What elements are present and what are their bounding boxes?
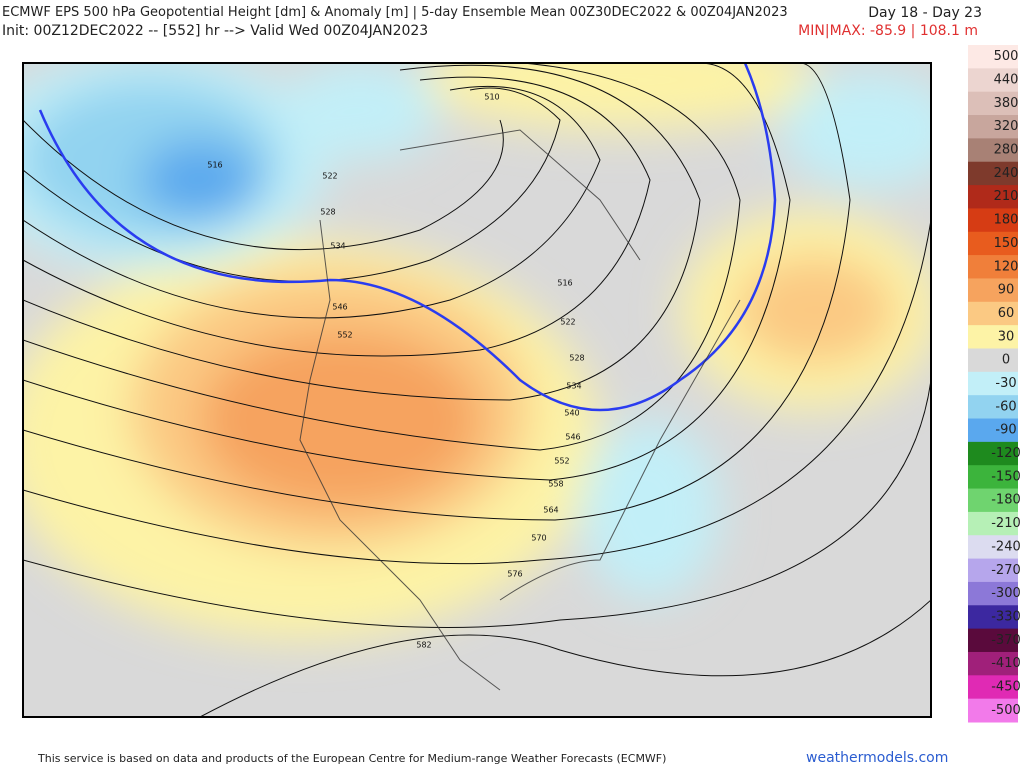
contour-label: 510 [484, 93, 499, 102]
colorbar-swatch [968, 208, 1018, 233]
colorbar-label: -330 [991, 609, 1021, 624]
colorbar-label: 180 [994, 213, 1019, 228]
data-notice: This service is based on data and produc… [38, 752, 667, 765]
colorbar-label: -410 [991, 656, 1021, 671]
colorbar-label: 500 [994, 49, 1019, 64]
colorbar-label: -210 [991, 516, 1021, 531]
contour-label: 528 [569, 354, 584, 363]
contour-label: 582 [416, 641, 431, 650]
contour-label: 534 [566, 382, 581, 391]
colorbar-swatch [968, 651, 1018, 676]
contour-label: 540 [564, 409, 579, 418]
colorbar-label: -500 [991, 703, 1021, 718]
colorbar-label: 0 [1002, 353, 1010, 368]
colorbar-swatch [968, 231, 1018, 256]
colorbar-swatch [968, 675, 1018, 700]
colorbar-label: -120 [991, 446, 1021, 461]
colorbar-label: -370 [991, 633, 1021, 648]
contour-label: 576 [507, 570, 522, 579]
colorbar-label: -90 [995, 423, 1016, 438]
contour-label: 528 [320, 208, 335, 217]
colorbar-label: -450 [991, 679, 1021, 694]
colorbar-swatch [968, 91, 1018, 116]
contour-label: 552 [554, 457, 569, 466]
colorbar-swatch [968, 698, 1018, 723]
colorbar-label: 380 [994, 96, 1019, 111]
contour-label: 516 [557, 279, 572, 288]
colorbar-swatch [968, 395, 1018, 420]
colorbar-label: 90 [998, 283, 1015, 298]
map-field: 516 522 528 534 546 552 510 516 522 528 534 540 546 5… [23, 63, 931, 717]
colorbar-label: 320 [994, 119, 1019, 134]
colorbar-swatch [968, 255, 1018, 279]
colorbar-swatch [968, 535, 1018, 560]
contour-label: 534 [330, 242, 345, 251]
day-range: Day 18 - Day 23 [868, 5, 982, 21]
colorbar-swatch [968, 441, 1018, 466]
colorbar-label: 120 [994, 259, 1019, 274]
site-link[interactable]: weathermodels.com [806, 750, 949, 766]
colorbar-swatch [968, 278, 1018, 303]
colorbar-swatch [968, 115, 1018, 139]
contour-label: 552 [337, 331, 352, 340]
colorbar-swatch [968, 185, 1018, 209]
colorbar-swatch [968, 511, 1018, 536]
colorbar-swatch [968, 68, 1018, 93]
contour-label: 516 [207, 161, 222, 170]
colorbar-label: 210 [994, 189, 1019, 204]
colorbar-label: 240 [994, 166, 1019, 181]
colorbar-label: -60 [995, 399, 1016, 414]
colorbar-swatch [968, 161, 1018, 186]
colorbar-swatch [968, 371, 1018, 396]
contour-label: 558 [548, 480, 563, 489]
contour-label: 564 [543, 506, 558, 515]
colorbar-swatch [968, 628, 1018, 653]
colorbar-label: -270 [991, 563, 1021, 578]
colorbar-label: 280 [994, 143, 1019, 158]
min-max: MIN|MAX: -85.9 | 108.1 m [798, 23, 978, 39]
colorbar-label: 30 [998, 329, 1015, 344]
colorbar-label: -150 [991, 469, 1021, 484]
colorbar-swatch [968, 418, 1018, 443]
colorbar-swatch [968, 465, 1018, 490]
colorbar-swatch [968, 605, 1018, 630]
colorbar-label: 440 [994, 73, 1019, 88]
colorbar-label: -180 [991, 493, 1021, 508]
contour-label: 570 [531, 534, 546, 543]
contour-label: 522 [322, 172, 337, 181]
colorbar-swatch [968, 488, 1018, 513]
colorbar-label: -30 [995, 376, 1016, 391]
colorbar-swatch [968, 138, 1018, 163]
colorbar-label: -240 [991, 539, 1021, 554]
title: ECMWF EPS 500 hPa Geopotential Height [d… [2, 5, 788, 20]
contour-label: 546 [332, 303, 347, 312]
colorbar-swatch [968, 348, 1018, 373]
colorbar-swatch [968, 301, 1018, 326]
contour-label: 546 [565, 433, 580, 442]
colorbar-swatch [968, 558, 1018, 583]
colorbar-label: 60 [998, 306, 1015, 321]
colorbar-label: 150 [994, 236, 1019, 251]
colorbar-swatch [968, 45, 1018, 69]
colorbar-swatch [968, 581, 1018, 606]
colorbar-swatch [968, 325, 1018, 349]
contour-label: 522 [560, 318, 575, 327]
colorbar-label: -300 [991, 586, 1021, 601]
init-line: Init: 00Z12DEC2022 -- [552] hr --> Valid… [2, 23, 429, 39]
